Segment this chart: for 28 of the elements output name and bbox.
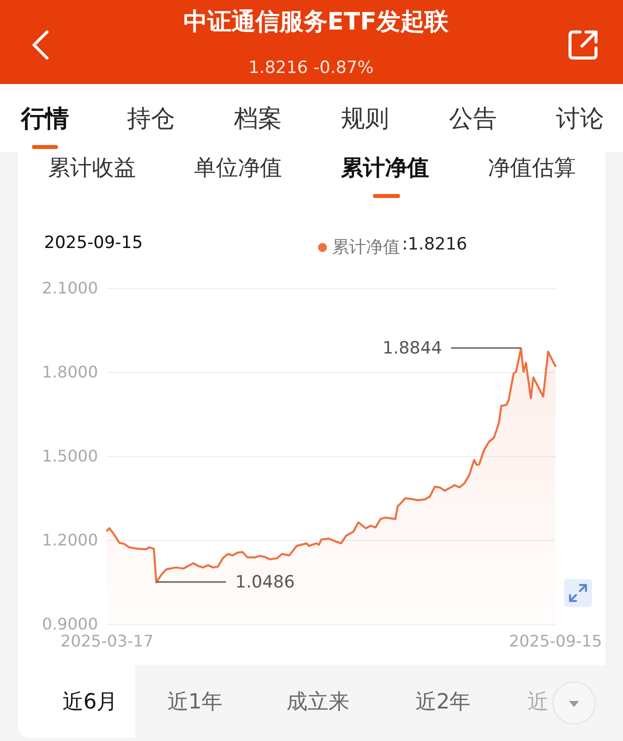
annotation: 1.0486 xyxy=(235,572,295,592)
chart-title: 中证通信服务ETF发起联 xyxy=(183,8,449,36)
text: 规则 xyxy=(341,104,389,134)
text: 累计净值 xyxy=(341,156,429,182)
text: 讨论 xyxy=(556,104,604,134)
text: 档案 xyxy=(234,104,282,134)
annotation: 1.8844 xyxy=(382,338,442,358)
y-tick-label: 1.8000 xyxy=(42,362,98,382)
text: 近1年 xyxy=(167,689,223,715)
text: 成立来 xyxy=(286,689,350,715)
y-tick-label: 0.9000 xyxy=(42,614,98,634)
text: 近2年 xyxy=(415,689,471,715)
x-tick-label: 2025-03-17 xyxy=(60,632,154,650)
text: 净值估算 xyxy=(488,156,576,182)
text: 行情 xyxy=(21,104,69,134)
y-tick-label: 1.5000 xyxy=(42,446,98,466)
text: 近 xyxy=(528,689,548,715)
text: 累计收益 xyxy=(48,156,136,182)
text: 2025-09-15 xyxy=(44,232,143,254)
chart-subtitle: 1.8216 -0.87% xyxy=(248,58,374,78)
text: 持仓 xyxy=(127,104,175,134)
text: 公告 xyxy=(449,104,497,134)
text: 单位净值 xyxy=(194,156,282,182)
text: 近6月 xyxy=(62,689,118,715)
legend-label: 累计净值 xyxy=(332,238,400,258)
y-tick-label: 1.2000 xyxy=(42,530,98,550)
text: :1.8216 xyxy=(402,234,468,254)
y-tick-label: 2.1000 xyxy=(42,278,98,298)
